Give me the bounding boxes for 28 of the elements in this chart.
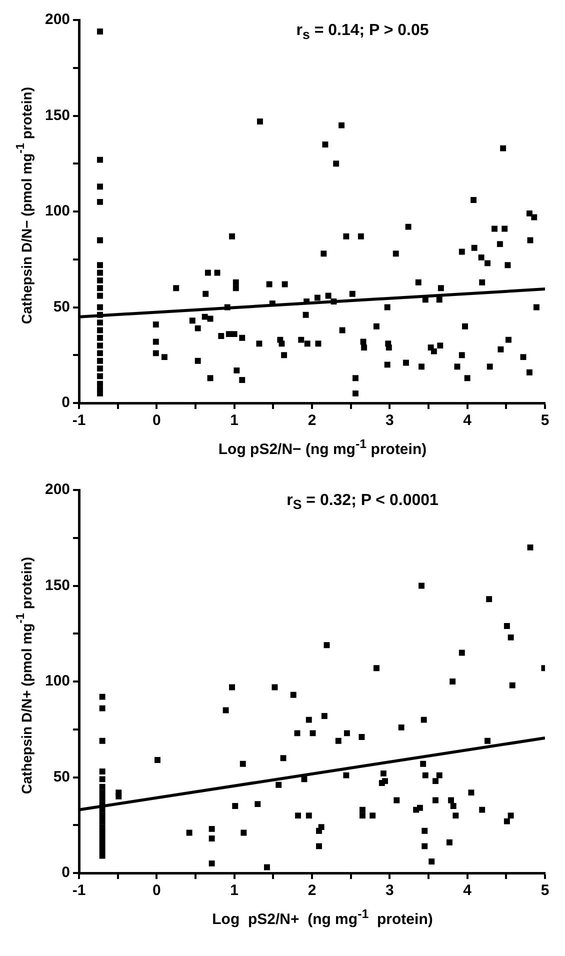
x-tick-label: 5 [540,412,550,430]
x-tick-label: 3 [386,882,394,900]
x-tick-label: 2 [308,882,316,900]
y-tick-label: 150 [44,576,70,594]
x-tick-label: 0 [152,412,161,430]
y-tick-label: 100 [44,672,70,690]
y-tick-label: 0 [62,864,70,882]
annotation: r$_{s}$ = 0.14; P > 0.05 [295,22,430,42]
x-tick-label: 4 [463,412,472,430]
x-tick-label: -1 [72,412,86,430]
annotation: r$_{S}$ = 0.32; P < 0.0001 [286,492,440,512]
x-tick-label: 3 [386,412,394,430]
y-tick-label: 200 [44,11,70,28]
x-tick-label: 1 [230,412,239,430]
y-tick-label: 150 [44,106,70,124]
x-tick-label: 0 [152,882,161,900]
y-tick-label: 50 [53,298,70,316]
x-tick-label: 5 [540,882,550,900]
x-axis-title: Log pS2/N+ (ng mg$^{-1}$ protein) [211,907,434,928]
x-axis-title: Log pS2/N− (ng mg$^{-1}$ protein) [217,437,428,458]
x-tick-label: 1 [230,882,239,900]
y-tick-label: 50 [53,768,70,786]
x-tick-label: 4 [463,882,472,900]
x-tick-label: -1 [72,882,86,900]
y-tick-label: 0 [62,394,70,412]
y-tick-label: 200 [44,481,70,498]
x-tick-label: 2 [308,412,316,430]
y-tick-label: 100 [44,202,70,220]
